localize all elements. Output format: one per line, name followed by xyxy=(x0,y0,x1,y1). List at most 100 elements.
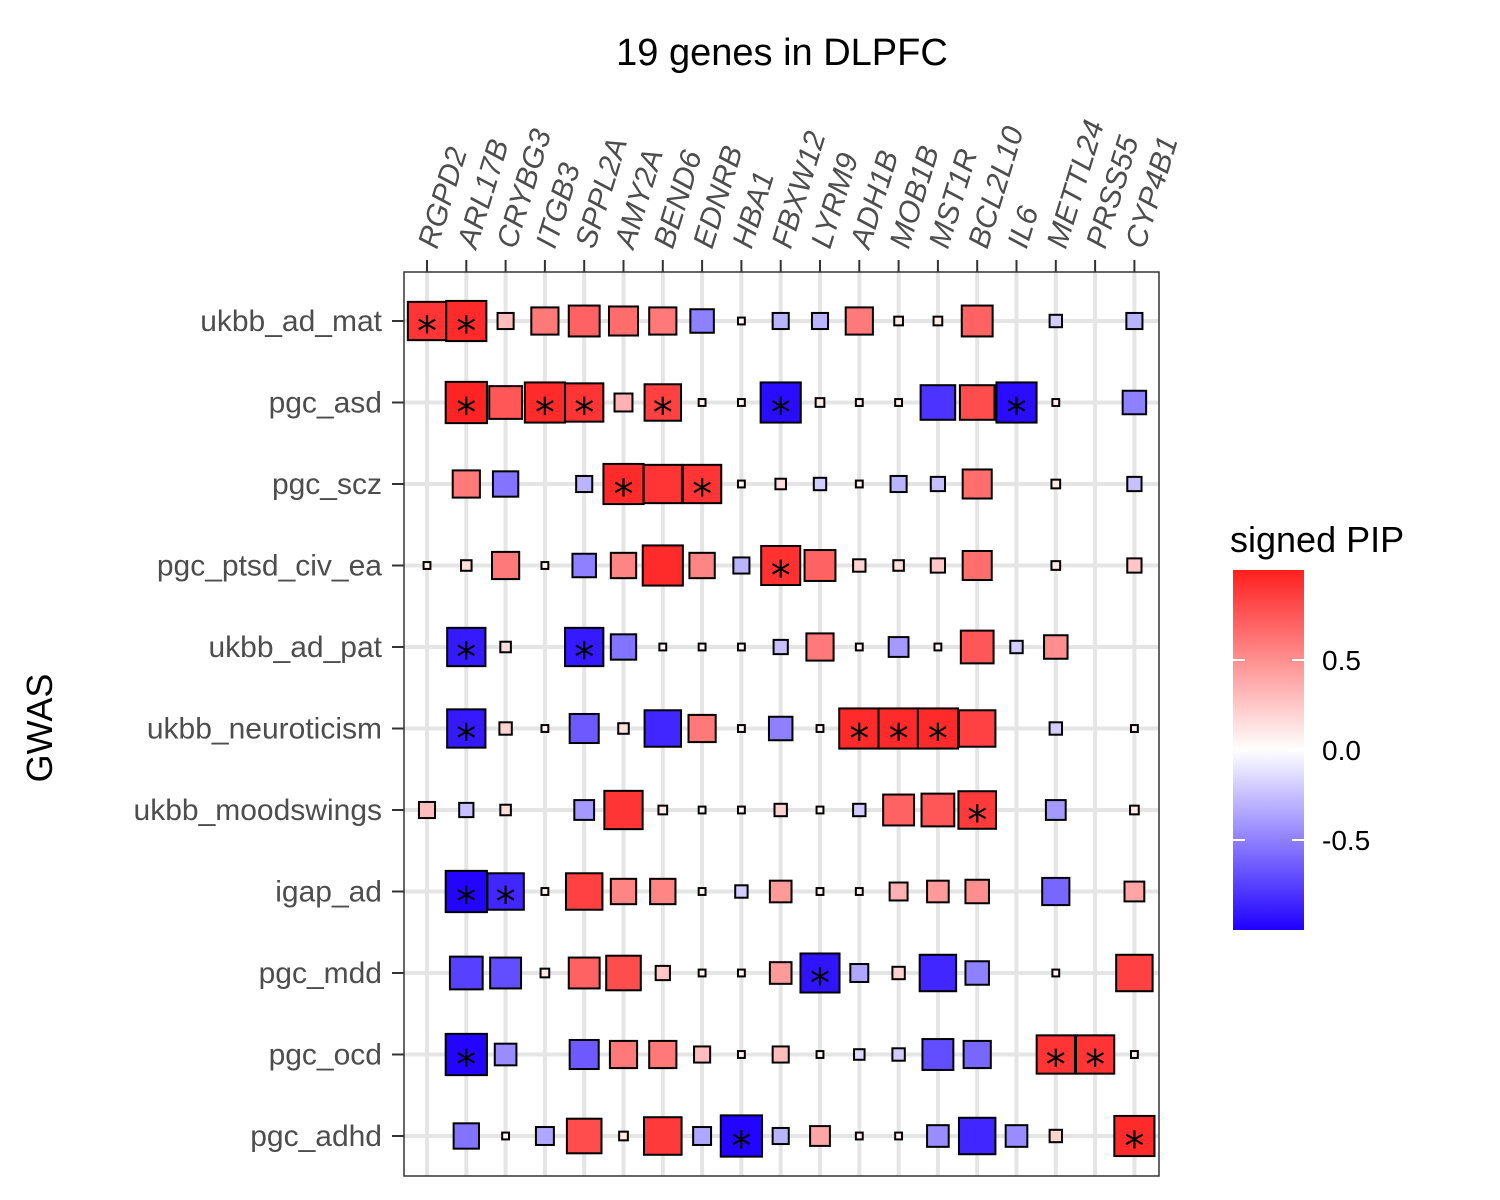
cell-pgc-asd-mob1b xyxy=(894,398,904,407)
y-axis-title: GWAS xyxy=(19,674,60,783)
legend: signed PIP 0.5 0.0 -0.5 xyxy=(1230,519,1404,930)
cell-ukbb-neuroticism-sppl2a xyxy=(568,712,600,745)
cell-pgc-ptsd-civ-ea-crybg3 xyxy=(491,550,521,581)
cell-ukbb-ad-mat-bcl2l10 xyxy=(960,304,994,338)
cell-ukbb-moodswings-fbxw12 xyxy=(773,802,788,818)
cell-pgc-ocd-adh1b xyxy=(853,1048,866,1061)
cell-ukbb-ad-mat-hba1 xyxy=(736,316,746,326)
cell-ukbb-moodswings-bcl2l10 xyxy=(957,790,997,830)
cell-ukbb-ad-pat-amy2a xyxy=(609,633,638,661)
y-tick-label-pgc-adhd: pgc_adhd xyxy=(250,1120,382,1153)
cell-pgc-asd-fbxw12 xyxy=(759,381,802,424)
cell-ukbb-ad-pat-lyrm9 xyxy=(805,632,835,662)
cell-pgc-mdd-sppl2a xyxy=(567,956,601,990)
cell-pgc-adhd-sppl2a xyxy=(565,1117,603,1155)
cell-ukbb-ad-mat-cyp4b1 xyxy=(1125,311,1144,331)
cell-pgc-asd-arl17b xyxy=(444,380,488,425)
cell-pgc-ptsd-civ-ea-mettl24 xyxy=(1050,560,1062,571)
y-tick-label-igap-ad: igap_ad xyxy=(275,876,382,909)
cell-pgc-ptsd-civ-ea-adh1b xyxy=(852,558,867,573)
cell-pgc-asd-sppl2a xyxy=(564,382,605,423)
cell-pgc-ocd-crybg3 xyxy=(493,1042,518,1067)
cell-ukbb-moodswings-cyp4b1 xyxy=(1129,804,1140,816)
cell-ukbb-neuroticism-fbxw12 xyxy=(767,715,794,742)
cell-ukbb-moodswings-crybg3 xyxy=(499,803,512,817)
significance-star: * xyxy=(1046,1043,1066,1089)
cell-ukbb-ad-pat-mob1b xyxy=(887,636,910,658)
y-tick-label-pgc-ocd: pgc_ocd xyxy=(269,1039,382,1072)
cell-pgc-mdd-amy2a xyxy=(605,954,642,992)
cell-igap-ad-hba1 xyxy=(734,884,749,899)
cell-pgc-ptsd-civ-ea-hba1 xyxy=(732,556,751,575)
cell-ukbb-ad-mat-crybg3 xyxy=(496,311,515,331)
cell-ukbb-moodswings-hba1 xyxy=(736,805,746,815)
significance-star: * xyxy=(849,717,869,763)
cell-ukbb-moodswings-mettl24 xyxy=(1044,799,1067,821)
y-tick-label-pgc-scz: pgc_scz xyxy=(272,468,382,501)
cell-pgc-ptsd-civ-ea-arl17b xyxy=(460,559,473,572)
cell-pgc-ocd-ednrb xyxy=(693,1045,712,1064)
cell-ukbb-ad-mat-bend6 xyxy=(648,306,678,336)
y-tick-label-pgc-asd: pgc_asd xyxy=(269,387,382,420)
cell-pgc-adhd-itgb3 xyxy=(534,1126,555,1146)
cell-pgc-asd-bend6 xyxy=(643,383,683,422)
cell-ukbb-neuroticism-bcl2l10 xyxy=(957,709,997,748)
cell-ukbb-neuroticism-arl17b xyxy=(446,708,487,749)
legend-tick-label: 0.0 xyxy=(1322,735,1361,766)
cell-pgc-ptsd-civ-ea-amy2a xyxy=(609,551,638,580)
cell-pgc-asd-hba1 xyxy=(736,398,746,407)
cell-ukbb-ad-pat-il6 xyxy=(1009,639,1024,655)
cell-pgc-ptsd-civ-ea-bcl2l10 xyxy=(961,549,993,582)
cell-pgc-asd-ednrb xyxy=(697,398,707,407)
cell-pgc-scz-hba1 xyxy=(736,479,746,489)
cell-ukbb-neuroticism-ednrb xyxy=(687,713,717,744)
cell-pgc-ptsd-civ-ea-lyrm9 xyxy=(803,549,837,582)
cell-pgc-ptsd-civ-ea-fbxw12 xyxy=(760,544,802,587)
cell-ukbb-neuroticism-adh1b xyxy=(838,707,881,750)
cell-pgc-adhd-ednrb xyxy=(692,1126,713,1146)
significance-star: * xyxy=(417,309,437,355)
cell-pgc-ocd-sppl2a xyxy=(568,1038,600,1071)
cell-pgc-adhd-amy2a xyxy=(618,1130,629,1142)
cell-ukbb-neuroticism-bend6 xyxy=(643,709,683,748)
cell-igap-ad-itgb3 xyxy=(540,887,550,896)
cell-ukbb-neuroticism-amy2a xyxy=(617,722,630,735)
y-tick-label-pgc-mdd: pgc_mdd xyxy=(259,957,382,990)
cell-ukbb-ad-mat-mettl24 xyxy=(1048,313,1063,329)
cell-pgc-ocd-mob1b xyxy=(891,1047,906,1062)
cell-pgc-mdd-arl17b xyxy=(448,955,484,991)
cell-pgc-adhd-bcl2l10 xyxy=(957,1116,997,1156)
cell-pgc-mdd-bcl2l10 xyxy=(964,960,990,986)
significance-star: * xyxy=(771,391,791,437)
significance-star: * xyxy=(967,798,987,844)
cell-igap-ad-bend6 xyxy=(649,877,677,906)
cell-pgc-scz-bend6 xyxy=(642,463,683,505)
cell-pgc-asd-cyp4b1 xyxy=(1121,389,1148,416)
cell-ukbb-ad-pat-mettl24 xyxy=(1043,634,1069,660)
cell-igap-ad-mob1b xyxy=(888,881,909,902)
cell-pgc-scz-ednrb xyxy=(681,463,723,505)
cell-pgc-ocd-mettl24 xyxy=(1035,1034,1076,1075)
cell-ukbb-ad-pat-mst1r xyxy=(933,642,943,652)
cell-ukbb-ad-mat-adh1b xyxy=(844,306,874,336)
cell-pgc-asd-amy2a xyxy=(613,392,634,413)
cell-ukbb-moodswings-ednrb xyxy=(697,805,707,815)
cell-pgc-ocd-arl17b xyxy=(444,1032,488,1077)
cell-pgc-scz-fbxw12 xyxy=(774,477,787,491)
cell-pgc-ptsd-civ-ea-mob1b xyxy=(892,559,905,572)
cell-ukbb-moodswings-adh1b xyxy=(852,802,867,818)
cell-ukbb-ad-mat-sppl2a xyxy=(567,304,601,338)
cell-ukbb-ad-pat-crybg3 xyxy=(499,640,512,654)
cell-pgc-ocd-bcl2l10 xyxy=(962,1039,992,1070)
significance-star: * xyxy=(535,391,555,437)
cell-igap-ad-fbxw12 xyxy=(768,879,793,904)
significance-star: * xyxy=(1085,1043,1105,1089)
cell-ukbb-ad-mat-arl17b xyxy=(445,299,488,343)
cell-pgc-adhd-mob1b xyxy=(894,1131,904,1141)
cell-pgc-scz-mst1r xyxy=(929,475,947,493)
cell-pgc-adhd-lyrm9 xyxy=(809,1125,831,1147)
cell-ukbb-moodswings-mst1r xyxy=(920,792,956,828)
cell-ukbb-neuroticism-mob1b xyxy=(877,707,920,750)
cell-pgc-scz-adh1b xyxy=(854,479,864,489)
cell-pgc-ocd-mst1r xyxy=(921,1038,955,1071)
